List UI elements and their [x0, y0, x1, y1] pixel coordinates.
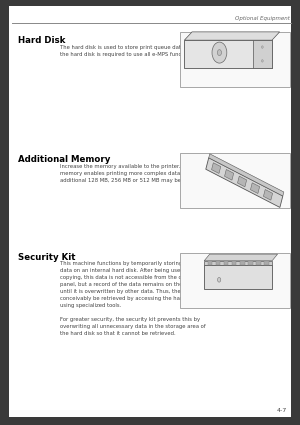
Polygon shape	[212, 163, 221, 173]
Polygon shape	[250, 183, 260, 193]
Polygon shape	[204, 254, 278, 261]
Bar	[224, 261, 228, 265]
Text: Security Kit: Security Kit	[18, 253, 76, 262]
Circle shape	[217, 50, 221, 56]
Bar	[208, 261, 212, 265]
Bar	[256, 261, 261, 265]
Bar	[253, 40, 272, 68]
Text: Hard Disk: Hard Disk	[18, 36, 65, 45]
Circle shape	[262, 60, 263, 62]
Bar	[264, 261, 269, 265]
Bar	[184, 40, 272, 68]
Bar	[180, 32, 290, 87]
Circle shape	[218, 278, 221, 282]
Polygon shape	[263, 190, 273, 200]
Bar	[204, 261, 272, 266]
Polygon shape	[184, 32, 280, 40]
Bar	[240, 261, 244, 265]
Bar	[204, 266, 272, 289]
Bar	[180, 153, 290, 208]
Polygon shape	[238, 176, 247, 187]
Circle shape	[262, 46, 263, 48]
Polygon shape	[206, 158, 283, 207]
Text: Increase the memory available to the printer. Additional
memory enables printing: Increase the memory available to the pri…	[60, 164, 208, 183]
Text: This machine functions by temporarily storing scanned
data on an internal hard d: This machine functions by temporarily st…	[60, 261, 210, 336]
Polygon shape	[209, 154, 284, 196]
Text: Optional Equipment: Optional Equipment	[235, 16, 290, 21]
Text: The hard disk is used to store print queue data. Also,
the hard disk is required: The hard disk is used to store print que…	[60, 45, 204, 57]
Text: Additional Memory: Additional Memory	[18, 155, 110, 164]
Polygon shape	[224, 170, 234, 180]
Bar	[180, 253, 290, 308]
Circle shape	[212, 42, 227, 63]
Text: 4-7: 4-7	[276, 408, 286, 413]
Bar	[232, 261, 236, 265]
Bar	[216, 261, 220, 265]
Bar	[248, 261, 253, 265]
